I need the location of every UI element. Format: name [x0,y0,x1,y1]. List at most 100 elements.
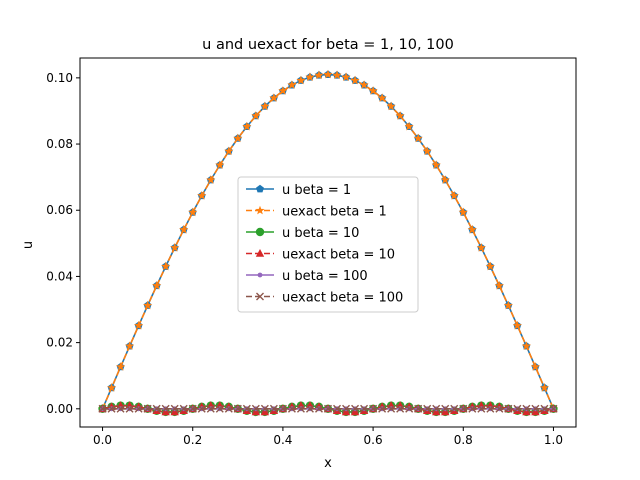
data-point-1 [404,121,414,131]
data-point-1 [449,190,459,200]
data-point-3 [531,407,540,416]
data-point-1 [377,93,387,102]
data-point-1 [512,320,522,330]
data-point-5 [152,404,161,413]
data-point-5 [161,404,170,413]
data-point-1 [440,175,450,184]
data-point-5 [143,404,152,413]
data-point-5 [314,404,323,413]
data-point-5 [351,404,360,413]
data-point-1 [431,160,441,170]
data-point-5 [477,404,486,413]
legend: u beta = 1 uexact beta = 1 u beta = 10 uexa… [237,176,419,313]
data-point-1 [134,320,144,330]
x-tick-label: 0.4 [273,433,292,447]
data-point-1 [116,362,126,371]
legend-label: uexact beta = 1 [282,205,387,220]
data-point-5 [224,404,233,413]
data-point-5 [170,404,179,413]
data-point-5 [134,404,143,413]
data-point-5 [459,404,468,413]
x-axis-label: x [324,456,332,471]
chart-title: u and uexact for beta = 1, 10, 100 [202,37,454,53]
y-tick-label: 0.00 [46,402,73,416]
data-point-5 [405,404,414,413]
y-tick-label: 0.02 [46,336,73,350]
data-point-1 [332,70,342,80]
y-tick-label: 0.06 [46,203,73,217]
x-tick-label: 0.2 [183,433,202,447]
data-point-5 [486,404,495,413]
data-point-3 [170,407,179,416]
data-point-1 [251,111,261,120]
data-point-1 [296,75,306,85]
data-point-1 [242,121,252,131]
data-point-5 [333,404,342,413]
data-point-1 [152,280,162,290]
legend-marker [257,272,263,278]
data-point-1 [359,80,369,89]
data-point-3 [350,407,360,416]
data-point-1 [305,72,315,82]
data-point-1 [395,111,405,120]
data-point-5 [513,404,522,413]
data-point-1 [530,362,540,371]
data-point-5 [269,404,278,413]
data-point-5 [188,404,197,413]
legend-label: uexact beta = 100 [282,291,403,306]
data-point-5 [432,404,441,413]
data-point-1 [206,175,216,184]
data-point-5 [414,404,423,413]
data-point-5 [179,404,188,413]
data-point-1 [215,160,225,170]
data-point-5 [450,404,459,413]
y-tick-label: 0.08 [46,137,73,151]
data-point-3 [522,407,531,416]
legend-box [237,176,419,313]
data-point-1 [269,93,279,102]
data-point-5 [278,404,287,413]
data-point-5 [215,404,224,413]
x-tick-label: 1.0 [544,433,563,447]
data-point-1 [170,242,180,252]
data-point-5 [206,404,215,413]
data-point-3 [161,407,170,416]
data-point-5 [324,404,332,413]
data-point-1 [197,190,207,200]
data-point-5 [197,404,206,413]
plot-area: 0.0 0.2 0.4 0.6 0.8 1.0 0.00 0.02 0.04 0.06 0.08 0.… [46,57,577,447]
data-point-5 [504,404,513,413]
data-point-1 [179,224,189,234]
data-point-5 [287,404,296,413]
data-point-1 [278,86,288,95]
data-point-5 [251,404,260,413]
legend-label: u beta = 1 [282,183,351,198]
data-point-1 [368,86,378,95]
data-point-5 [233,404,242,413]
data-point-5 [369,404,378,413]
data-point-1 [494,280,504,290]
data-point-5 [522,404,531,413]
legend-label: u beta = 100 [282,269,368,284]
data-point-5 [378,404,387,413]
legend-label: u beta = 10 [282,226,359,241]
data-point-3 [432,407,441,416]
data-point-1 [458,207,468,217]
data-point-1 [161,261,171,271]
data-point-5 [242,404,251,413]
data-point-5 [387,404,396,413]
y-tick-label: 0.10 [46,71,73,85]
data-point-5 [116,404,125,413]
data-point-1 [341,72,351,82]
data-point-3 [341,407,351,416]
data-point-5 [260,404,269,413]
legend-marker [255,249,265,257]
legend-marker [255,227,265,237]
data-point-1 [467,224,477,234]
data-point-5 [125,404,134,413]
data-point-5 [423,404,432,413]
data-point-5 [468,404,477,413]
data-point-5 [98,404,107,413]
data-point-5 [396,404,405,413]
